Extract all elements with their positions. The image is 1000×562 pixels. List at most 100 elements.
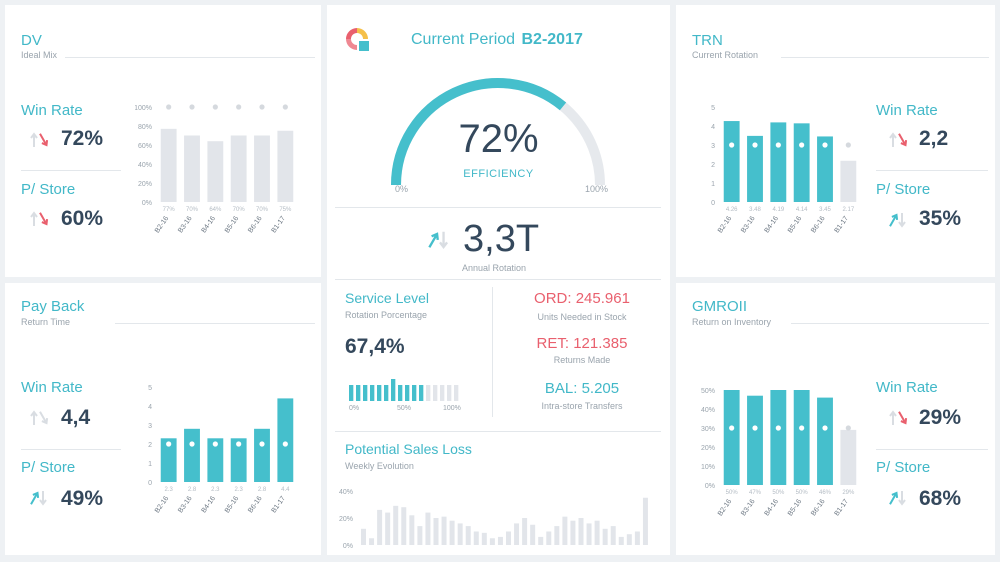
ord-key: ORD: [534, 290, 572, 307]
bar [770, 390, 787, 485]
value-label: 3.45 [819, 207, 831, 213]
panel-title: DV [21, 32, 42, 49]
value-label: 50% [796, 490, 809, 496]
target-dot [845, 142, 851, 148]
category-label: B2-16 [717, 498, 734, 517]
category-label: B1-17 [271, 495, 288, 514]
target-dot [775, 425, 781, 431]
bal-key: BAL: [544, 380, 578, 397]
period-header: Current Period B2-2017 [411, 31, 583, 49]
target-dot [752, 142, 758, 148]
category-label: B3-16 [177, 215, 194, 234]
divider [21, 449, 121, 450]
target-dot [236, 104, 242, 110]
bar [481, 532, 487, 545]
efficiency-label: EFFICIENCY [463, 168, 534, 180]
kpi-value: 49% [61, 487, 104, 510]
bar [770, 122, 787, 202]
bar [370, 385, 375, 401]
bar [817, 397, 833, 485]
kpi-value: 68% [919, 487, 962, 510]
bar [277, 398, 294, 482]
trend-up-icon [889, 213, 906, 228]
ret-desc: Returns Made [553, 355, 611, 365]
value-label: 50% [726, 490, 739, 496]
kpi-label: P/ Store [876, 181, 931, 198]
divider [335, 279, 661, 280]
bar [586, 523, 592, 545]
gmroii-panel: GMROII Return on Inventory 0% 10% 20% 30% 40… [676, 283, 995, 555]
kpi-value: 60% [61, 207, 104, 230]
divider [876, 170, 988, 171]
target-dot [259, 104, 265, 110]
bar [723, 121, 740, 202]
rotation-value: 3,3T [463, 218, 540, 260]
value-label: 4.4 [281, 487, 290, 493]
category-label: B6-16 [810, 215, 827, 234]
bar [356, 385, 361, 401]
dv-panel: DV Ideal Mix Win Rate 72% P/ Store 60% 0… [5, 5, 321, 277]
panel-subtitle: Return on Inventory [692, 317, 772, 327]
target-dot [822, 142, 828, 148]
target-dot [752, 425, 758, 431]
bal-value: 5.205 [581, 380, 620, 397]
target-dot [282, 441, 288, 447]
period-value: B2-2017 [521, 31, 583, 48]
efficiency-gauge [391, 78, 605, 186]
scale-label: 100% [443, 405, 461, 412]
bar [363, 385, 368, 401]
divider [115, 323, 315, 324]
value-label: 70% [186, 207, 199, 213]
kpi-value: 35% [919, 207, 962, 230]
target-dot [236, 441, 242, 447]
bar [570, 520, 576, 545]
value-label: 75% [279, 207, 292, 213]
logo-icon [346, 28, 369, 51]
bar [377, 385, 382, 401]
bar [207, 141, 224, 202]
target-dot [845, 425, 851, 431]
scale-label: 50% [397, 405, 412, 412]
value-label: 2.3 [164, 487, 173, 493]
panel-subtitle: Ideal Mix [21, 50, 58, 60]
target-dot [166, 104, 172, 110]
bar [723, 390, 740, 485]
target-dot [166, 441, 172, 447]
target-dot [729, 142, 735, 148]
panel-title: Pay Back [21, 298, 85, 315]
payback-panel: Pay Back Return Time Win Rate 4,4 P/ Sto… [5, 283, 321, 555]
bar [393, 505, 399, 545]
category-label: B4-16 [764, 498, 781, 517]
bal-desc: Intra-store Transfers [541, 401, 623, 411]
value-label: 29% [842, 490, 855, 496]
kpi-label: P/ Store [876, 459, 931, 476]
center-panel: Current Period B2-2017 72% EFFICIENCY 0%… [327, 5, 670, 555]
bar [441, 516, 447, 545]
y-tick-label: 20% [339, 516, 353, 523]
value-label: 47% [749, 490, 762, 496]
trend-up-icon [889, 491, 906, 506]
bar [817, 136, 833, 202]
value-label: 4.26 [726, 207, 738, 213]
bar [546, 531, 552, 545]
bar [425, 512, 431, 545]
bar [594, 520, 600, 545]
target-dot [282, 104, 288, 110]
sales-loss-bar-chart: 0% 20% 40% [339, 489, 648, 550]
y-tick-label: 80% [138, 124, 152, 131]
bar [440, 385, 445, 401]
y-tick-label: 40% [701, 407, 715, 414]
bar [618, 536, 624, 545]
kpi-value: 29% [919, 406, 962, 429]
value-label: 2.3 [211, 487, 220, 493]
value-label: 70% [256, 207, 269, 213]
value-label: 2.8 [188, 487, 197, 493]
value-label: 3.48 [749, 207, 761, 213]
bar [634, 531, 640, 545]
y-tick-label: 60% [138, 143, 152, 150]
bar [254, 428, 270, 482]
target-dot [212, 104, 218, 110]
bar [473, 531, 479, 545]
target-dot [189, 441, 195, 447]
bar [522, 518, 528, 545]
